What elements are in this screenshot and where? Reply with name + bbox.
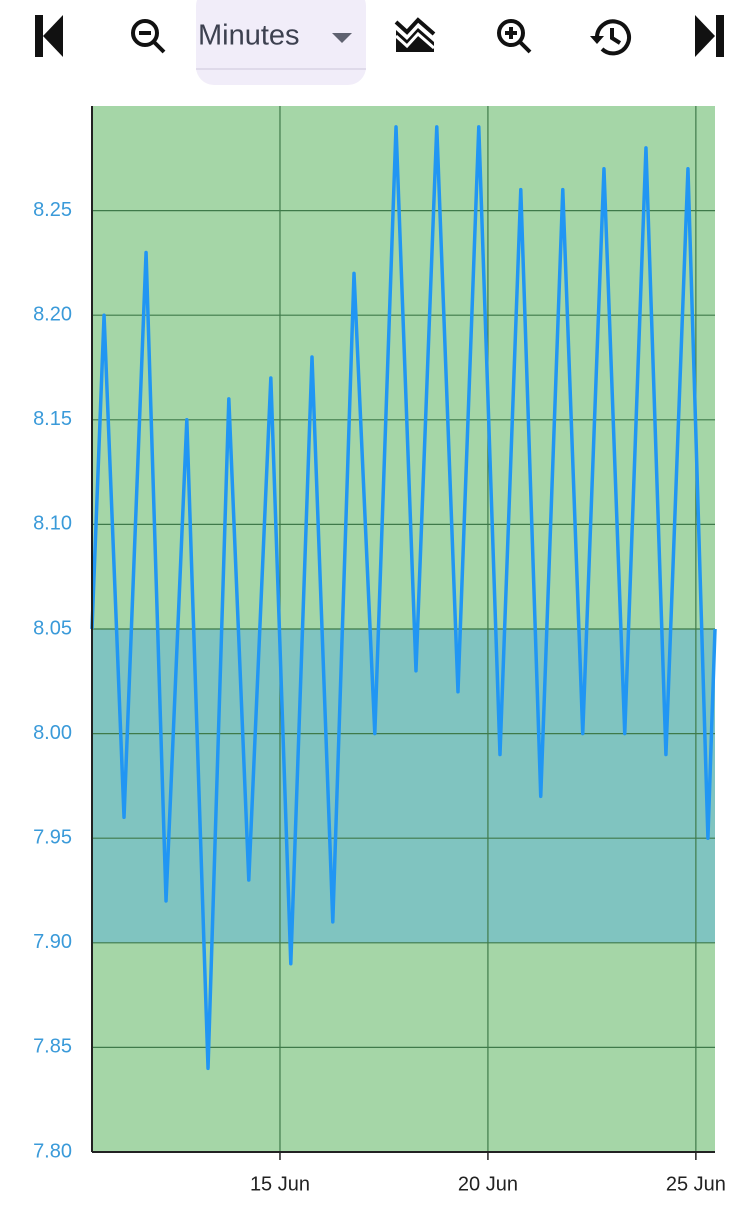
chart: 7.80 7.85 7.90 7.95 8.00 8.05 8.10 8.15 8.20 8.25… — [33, 106, 726, 1195]
y-tick-label: 7.90 — [33, 931, 72, 953]
y-tick-label: 7.85 — [33, 1036, 72, 1058]
skip-forward-button[interactable] — [695, 15, 724, 57]
y-tick-label: 7.95 — [33, 826, 72, 848]
y-tick-label: 8.15 — [33, 408, 72, 430]
toolbar: Minutes — [35, 0, 724, 85]
x-tick-label: 25 Jun — [666, 1173, 726, 1195]
y-tick-label: 8.10 — [33, 513, 72, 535]
history-button[interactable] — [590, 19, 631, 56]
y-tick-label: 8.25 — [33, 199, 72, 221]
zoom-in-button[interactable] — [497, 19, 532, 54]
y-tick-label: 8.05 — [33, 617, 72, 639]
x-tick-label: 15 Jun — [250, 1173, 310, 1195]
y-tick-label: 8.00 — [33, 722, 72, 744]
x-tick-label: 20 Jun — [458, 1173, 518, 1195]
data-line — [90, 125, 717, 1071]
y-tick-label: 7.80 — [33, 1140, 72, 1162]
chart-style-button[interactable] — [394, 17, 436, 52]
interval-label: Minutes — [198, 20, 300, 52]
zoom-out-button[interactable] — [131, 19, 166, 54]
skip-back-button[interactable] — [35, 15, 63, 57]
y-tick-label: 8.20 — [33, 303, 72, 325]
interval-dropdown[interactable]: Minutes — [196, 0, 366, 85]
